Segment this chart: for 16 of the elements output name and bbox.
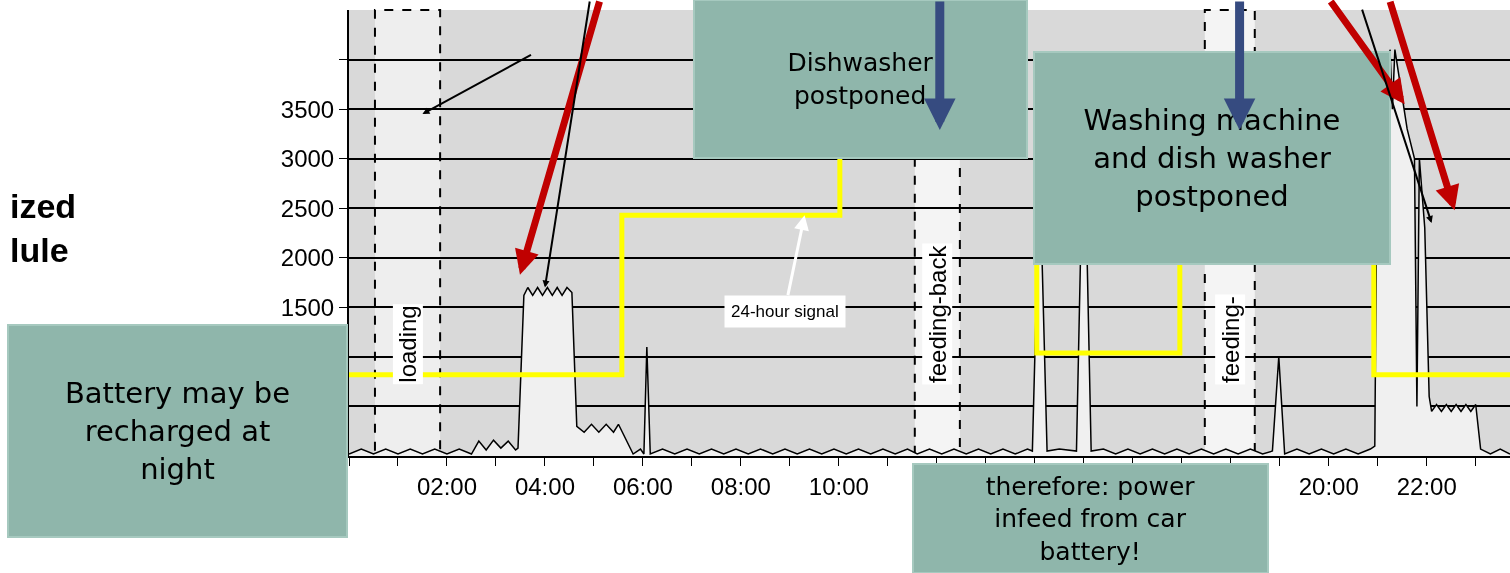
y-tick-label: 1500 — [280, 293, 335, 321]
x-tick-label: 02:00 — [416, 472, 477, 500]
x-tick-label: 04:00 — [514, 472, 575, 500]
x-tick-label: 10:00 — [808, 472, 869, 500]
y-tick-label: 3500 — [280, 95, 335, 123]
x-tick-label: 22:00 — [1396, 472, 1457, 500]
y-tick-label: 2000 — [280, 244, 335, 272]
x-tick-label: 06:00 — [612, 472, 673, 500]
y-tick-label: 3000 — [280, 145, 335, 173]
y-tick-label: 2500 — [280, 194, 335, 222]
text: ized lule — [10, 187, 77, 270]
band-label: loading — [394, 305, 422, 383]
x-tick-label: 20:00 — [1298, 472, 1359, 500]
annotation: Dishwasher postponed — [787, 48, 934, 110]
annotation: 24-hour signal — [731, 302, 839, 321]
x-tick-label: 08:00 — [710, 472, 771, 500]
